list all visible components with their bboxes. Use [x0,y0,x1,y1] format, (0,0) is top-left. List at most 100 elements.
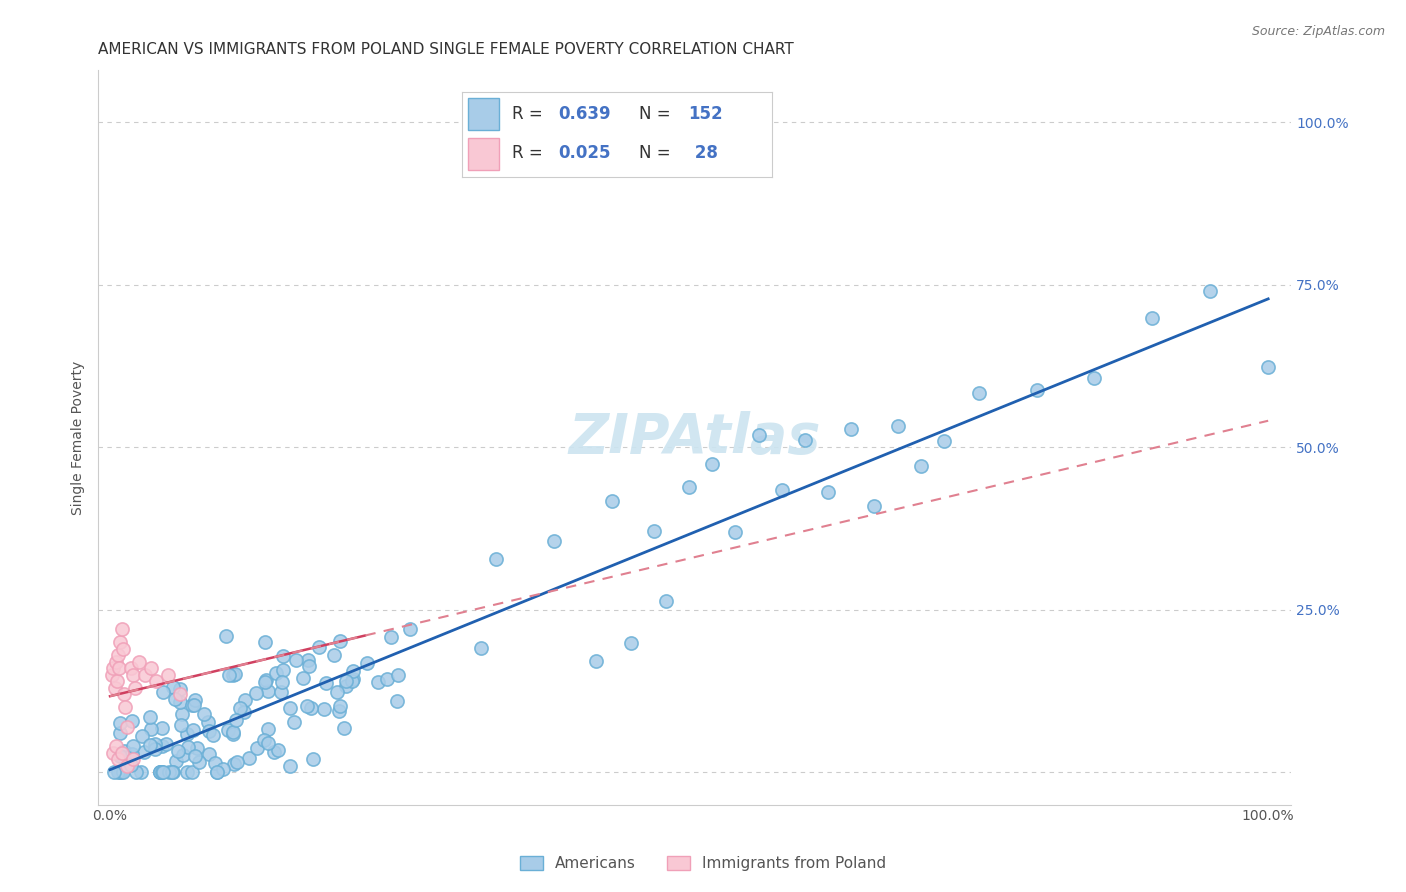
Point [103,661,125,675]
Point [172,747,194,762]
Point [149,765,172,780]
Point [329,699,352,714]
Point [678,480,700,494]
Point [315,675,337,690]
Point [110,748,132,763]
Point [1142,311,1164,326]
Point [367,674,389,689]
Point [224,667,246,681]
Point [143,742,166,756]
Point [181,723,204,737]
Point [104,681,127,695]
Point [108,765,131,780]
Y-axis label: Single Female Poverty: Single Female Poverty [72,360,86,515]
Point [863,500,886,514]
Point [387,668,409,682]
Point [839,422,862,436]
Point [204,756,226,771]
Point [932,434,955,449]
Point [169,695,191,709]
Point [1083,371,1105,385]
Point [342,664,364,678]
Point [297,653,319,667]
Point [193,706,215,721]
Point [205,765,228,780]
Point [485,552,508,566]
Point [165,692,187,706]
Point [292,671,315,685]
Text: Source: ZipAtlas.com: Source: ZipAtlas.com [1251,25,1385,38]
Point [620,635,643,649]
Point [1025,383,1047,397]
Point [149,765,172,780]
Point [283,714,305,729]
Point [150,721,173,735]
Point [643,524,665,539]
Point [218,668,240,682]
Point [278,700,301,714]
Point [702,457,724,471]
Point [271,663,294,677]
Point [356,656,378,670]
Point [222,727,245,741]
Point [131,729,153,743]
Point [129,765,152,780]
Point [122,667,145,681]
Point [107,648,129,663]
Point [543,534,565,549]
Point [724,525,747,540]
Point [107,752,129,766]
Point [333,721,356,735]
Point [245,686,267,700]
Point [340,673,363,688]
Point [124,681,146,695]
Point [285,653,308,667]
Point [128,655,150,669]
Point [150,739,173,753]
Point [1257,360,1279,375]
Point [254,673,277,688]
Point [257,684,280,698]
Point [169,717,191,731]
Point [121,739,143,753]
Point [155,737,177,751]
Point [149,765,172,780]
Point [238,751,260,765]
Point [222,668,245,682]
Point [103,746,125,760]
Point [139,710,162,724]
Point [105,674,128,689]
Point [110,635,132,649]
Point [117,758,139,772]
Point [112,744,135,758]
Point [152,685,174,699]
Point [270,685,292,699]
Point [141,722,163,736]
Point [160,765,183,780]
Point [110,765,132,780]
Point [165,754,187,768]
Point [120,757,142,772]
Point [121,747,143,761]
Point [202,728,225,742]
Point [312,702,335,716]
Point [217,723,239,738]
Point [246,741,269,756]
Point [233,692,256,706]
Point [263,745,285,759]
Point [162,680,184,694]
Text: AMERICAN VS IMMIGRANTS FROM POLAND SINGLE FEMALE POVERTY CORRELATION CHART: AMERICAN VS IMMIGRANTS FROM POLAND SINGL… [98,42,794,57]
Point [335,674,357,689]
Point [117,720,139,734]
Point [375,673,398,687]
Point [103,765,125,780]
Point [886,418,908,433]
Point [254,675,277,690]
Point [184,692,207,706]
Point [186,741,208,756]
Point [139,661,162,675]
Point [322,648,344,662]
Point [108,725,131,739]
Point [297,659,319,673]
Point [222,725,245,739]
